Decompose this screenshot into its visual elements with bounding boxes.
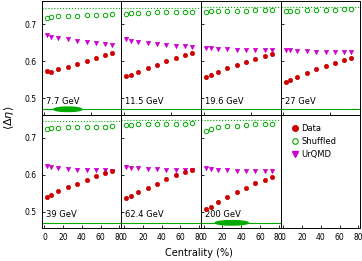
Ellipse shape — [54, 107, 82, 111]
Text: 27 GeV: 27 GeV — [285, 97, 315, 106]
Text: $\langle\Delta\eta\rangle$: $\langle\Delta\eta\rangle$ — [2, 105, 16, 130]
Text: 62.4 GeV: 62.4 GeV — [125, 210, 164, 219]
Text: 39 GeV: 39 GeV — [46, 210, 76, 219]
Text: 11.5 GeV: 11.5 GeV — [125, 97, 164, 106]
Text: Centrality (%): Centrality (%) — [165, 248, 233, 258]
Text: 7.7 GeV: 7.7 GeV — [46, 97, 79, 106]
Text: 200 GeV: 200 GeV — [205, 210, 241, 219]
Text: 19.6 GeV: 19.6 GeV — [205, 97, 244, 106]
Ellipse shape — [215, 221, 248, 225]
Legend: Data, Shuffled, UrQMD: Data, Shuffled, UrQMD — [289, 121, 339, 162]
